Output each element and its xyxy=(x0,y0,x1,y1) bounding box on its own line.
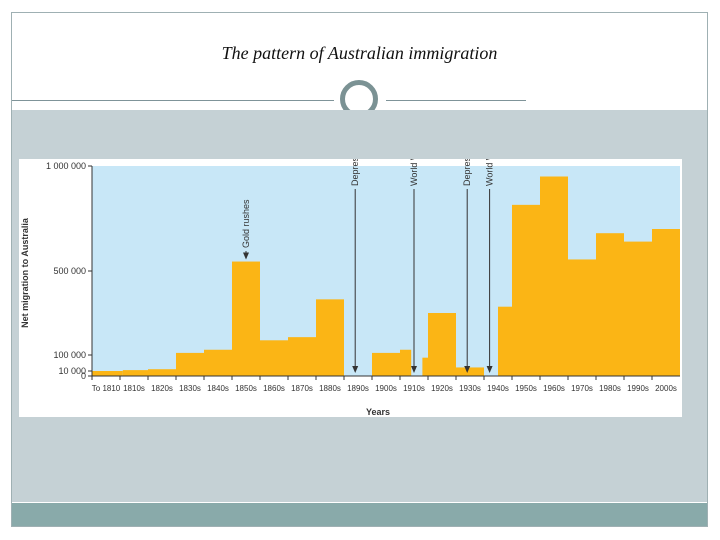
bar-3 xyxy=(176,352,204,376)
bar-9 xyxy=(372,352,400,376)
x-tick-label-13: 1930s xyxy=(459,384,481,393)
x-tick-label-19: 1990s xyxy=(627,384,649,393)
y-tick-label-0: 1 000 000 xyxy=(46,161,86,171)
x-tick-label-15: 1950s xyxy=(515,384,537,393)
x-tick-label-14: 1940s xyxy=(487,384,509,393)
bar-15 xyxy=(512,204,540,376)
x-axis-label: Years xyxy=(366,407,390,417)
x-tick-label-3: 1830s xyxy=(179,384,201,393)
bar-20 xyxy=(652,229,680,376)
annotation-label-1: Depression xyxy=(350,159,360,186)
bar-12 xyxy=(428,313,456,376)
footer-bar xyxy=(12,503,707,526)
annotation-label-4: World War II xyxy=(485,159,495,186)
x-tick-label-0: To 1810 xyxy=(92,384,121,393)
y-axis-label: Net migration to Australia xyxy=(20,217,30,328)
x-tick-label-16: 1960s xyxy=(543,384,565,393)
bar-0 xyxy=(92,371,123,376)
x-tick-label-4: 1840s xyxy=(207,384,229,393)
bar-2 xyxy=(148,369,176,376)
y-tick-label-2: 100 000 xyxy=(53,350,86,360)
bar-7 xyxy=(288,337,316,376)
bar-11 xyxy=(422,357,428,376)
bar-13 xyxy=(456,367,484,376)
bar-1 xyxy=(122,370,148,376)
slide-title: The pattern of Australian immigration xyxy=(221,43,498,63)
annotation-arrowhead-2 xyxy=(411,366,417,373)
bar-5 xyxy=(232,261,260,376)
bar-8 xyxy=(316,299,344,376)
annotation-arrowhead-3 xyxy=(464,366,471,373)
annotation-arrowhead-0 xyxy=(243,252,249,260)
x-tick-label-6: 1860s xyxy=(263,384,285,393)
bar-16 xyxy=(540,176,568,376)
x-tick-label-20: 2000s xyxy=(655,384,677,393)
bar-19 xyxy=(624,241,652,376)
annotation-arrowhead-1 xyxy=(352,366,359,373)
x-tick-label-1: 1810s xyxy=(123,384,145,393)
x-tick-label-5: 1850s xyxy=(235,384,257,393)
x-tick-label-12: 1920s xyxy=(431,384,453,393)
y-tick-label-1: 500 000 xyxy=(53,266,86,276)
x-tick-label-11: 1910s xyxy=(403,384,425,393)
bar-4 xyxy=(204,349,232,376)
bar-6 xyxy=(260,340,288,376)
annotation-label-3: Depression xyxy=(462,159,472,186)
bar-14 xyxy=(498,306,512,376)
migration-chart: Gold rushes Depression World War I Depressi… xyxy=(20,136,680,417)
x-tick-label-2: 1820s xyxy=(151,384,173,393)
x-tick-label-17: 1970s xyxy=(571,384,593,393)
annotation-label-2: World War I xyxy=(409,159,419,186)
annotation-arrowhead-4 xyxy=(486,366,493,373)
x-tick-label-9: 1890s xyxy=(347,384,369,393)
bar-10 xyxy=(400,349,412,376)
x-tick-label-10: 1900s xyxy=(375,384,397,393)
chart-image: Gold rushes Depression World War I Depressi… xyxy=(19,136,682,417)
bar-17 xyxy=(568,259,596,376)
y-tick-label-3: 10 000 xyxy=(58,366,86,376)
divider-right xyxy=(386,100,526,101)
y-tick-label-4: 0 xyxy=(81,371,86,381)
x-tick-label-18: 1980s xyxy=(599,384,621,393)
bar-18 xyxy=(596,233,624,376)
x-tick-label-8: 1880s xyxy=(319,384,341,393)
annotation-label-0: Gold rushes xyxy=(241,199,251,248)
divider-left xyxy=(12,100,334,101)
x-tick-label-7: 1870s xyxy=(291,384,313,393)
